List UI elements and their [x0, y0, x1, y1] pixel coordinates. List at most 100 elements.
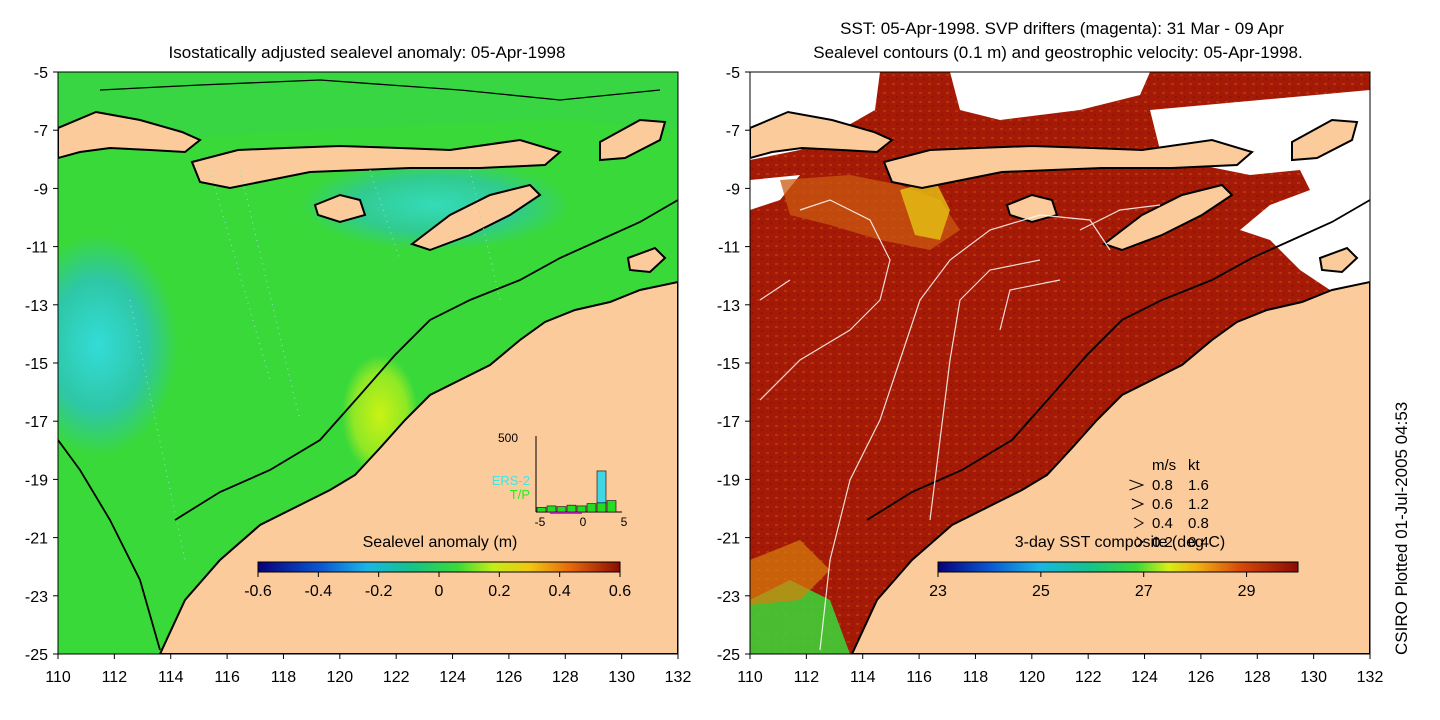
inset-drifter-range — [550, 511, 582, 514]
velocity-legend-arrow — [1136, 536, 1144, 548]
velocity-legend-arrow — [1133, 517, 1145, 529]
right-colorbar-label: 3-day SST composite (deg C) — [1015, 534, 1225, 551]
right-ytick-label: -23 — [717, 589, 740, 606]
right-colorbar-ramp — [937, 561, 1299, 573]
right-ytick-label: -9 — [726, 181, 740, 198]
inset-xtick-neg: -5 — [535, 515, 546, 529]
left-ytick-label: -7 — [34, 123, 48, 140]
left-land-sumba — [313, 193, 367, 224]
left-xtick-label: 124 — [439, 669, 466, 686]
right-xtick-label: 132 — [1357, 669, 1384, 686]
velocity-legend-arrow — [1129, 479, 1145, 491]
left-ytick-label: -17 — [25, 414, 48, 431]
left-colorbar-ramp — [257, 561, 621, 573]
right-xtick-label: 122 — [1075, 669, 1102, 686]
inset-bar-tp — [596, 502, 607, 513]
right-ytick-label: -21 — [717, 531, 740, 548]
left-ytick-label: -5 — [34, 65, 48, 82]
inset-bar-tp — [606, 500, 617, 513]
inset-xtick-pos: 5 — [621, 515, 628, 529]
right-colorbar: 3-day SST composite (deg C) 23 25 27 29 — [929, 534, 1299, 600]
velocity-legend-header-ms: m/s — [1152, 457, 1176, 474]
right-ytick-label: -13 — [717, 298, 740, 315]
left-xtick-label: 112 — [102, 669, 128, 686]
right-colorbar-tick-label: 23 — [929, 583, 947, 600]
left-ytick-label: -21 — [25, 531, 48, 548]
inset-bar-tp — [566, 504, 577, 513]
right-chart-title-line1: SST: 05-Apr-1998. SVP drifters (magenta)… — [840, 19, 1284, 38]
left-colorbar-tick-label: 0.2 — [488, 583, 510, 600]
right-ytick-label: -17 — [717, 414, 740, 431]
right-cloud-north — [950, 72, 1150, 120]
left-colorbar-label: Sealevel anomaly (m) — [363, 534, 518, 551]
right-land-australia — [850, 280, 1370, 654]
right-map — [750, 72, 1370, 654]
right-xtick-label: 112 — [794, 669, 820, 686]
inset-legend-tp: T/P — [510, 487, 530, 502]
left-xtick-label: 128 — [552, 669, 579, 686]
inset-bar-tp — [576, 505, 587, 513]
left-ytick-label: -13 — [25, 298, 48, 315]
left-map — [58, 72, 678, 654]
left-bathymetry-contour — [58, 199, 678, 651]
left-ytick-label: -15 — [25, 356, 48, 373]
right-ytick-label: -25 — [717, 647, 740, 664]
left-colorbar-tick-label: -0.2 — [365, 583, 393, 600]
right-land-java — [750, 110, 894, 160]
left-low-anomaly-north — [300, 160, 570, 250]
left-xtick-label: 132 — [665, 669, 692, 686]
left-axes: 110 112 114 116 118 120 122 124 126 128 130 132 -5 -7… — [25, 65, 692, 686]
right-ytick-label: -15 — [717, 356, 740, 373]
velocity-legend-ms: 0.8 — [1152, 477, 1173, 494]
left-land-islands-east — [599, 118, 667, 162]
inset-bar-tp — [536, 507, 547, 513]
left-chart-title: Isostatically adjusted sealevel anomaly:… — [169, 43, 566, 62]
left-land-java — [58, 110, 202, 160]
right-xtick-label: 110 — [737, 669, 763, 686]
left-ytick-label: -23 — [25, 589, 48, 606]
right-ytick-label: -19 — [717, 472, 740, 489]
velocity-legend-kt: 0.8 — [1188, 515, 1209, 532]
left-land-tanimbar — [626, 246, 667, 274]
left-xtick-label: 114 — [158, 669, 184, 686]
velocity-legend-kt: 1.2 — [1188, 496, 1209, 513]
left-low-anomaly-west — [58, 235, 178, 455]
right-xtick-label: 118 — [963, 669, 989, 686]
left-colorbar-tick-label: 0.6 — [609, 583, 631, 600]
right-xtick-label: 124 — [1131, 669, 1158, 686]
right-xtick-label: 116 — [906, 669, 932, 686]
left-bathymetry-contour-north — [99, 79, 661, 101]
left-xtick-label: 130 — [608, 669, 635, 686]
inset-xtick-zero: 0 — [580, 515, 587, 529]
left-colorbar: Sealevel anomaly (m) -0.6 -0.4 -0.2 0 0.2 0.4… — [244, 534, 631, 600]
credit-text: CSIRO Plotted 01-Jul-2005 04:53 — [1392, 401, 1411, 655]
right-ytick-label: -5 — [726, 65, 740, 82]
right-land-islands-east — [1291, 118, 1359, 162]
left-ytick-label: -11 — [26, 240, 48, 257]
right-axes: 110 112 114 116 118 120 122 124 126 128 130 132 -5 -7… — [717, 65, 1384, 686]
right-ytick-label: -11 — [718, 240, 740, 257]
left-inset-histogram: 500 -5 0 5 ERS-2 T/P — [492, 431, 628, 529]
right-land-tanimbar — [1318, 246, 1359, 274]
left-ytick-label: -25 — [25, 647, 48, 664]
velocity-legend-ms: 0.2 — [1152, 534, 1173, 551]
left-colorbar-tick-label: -0.4 — [305, 583, 333, 600]
right-bathymetry-contour — [866, 199, 1370, 521]
right-land-nusa-tenggara — [882, 138, 1255, 190]
right-sealevel-contours — [759, 199, 1161, 651]
right-sst-orange-south — [750, 540, 830, 605]
inset-bar-tp — [586, 503, 597, 513]
inset-bar-tp — [546, 505, 557, 513]
right-colorbar-tick-label: 27 — [1135, 583, 1153, 600]
right-xtick-label: 130 — [1300, 669, 1327, 686]
right-xtick-label: 120 — [1018, 669, 1045, 686]
right-xtick-label: 126 — [1188, 669, 1215, 686]
right-xtick-label: 128 — [1244, 669, 1271, 686]
velocity-legend-kt: 0.4 — [1188, 534, 1209, 551]
right-ytick-label: -7 — [726, 123, 740, 140]
velocity-legend-header-kt: kt — [1188, 457, 1201, 474]
left-xtick-label: 120 — [326, 669, 353, 686]
left-land-australia — [158, 280, 678, 654]
left-ytick-label: -9 — [34, 181, 48, 198]
